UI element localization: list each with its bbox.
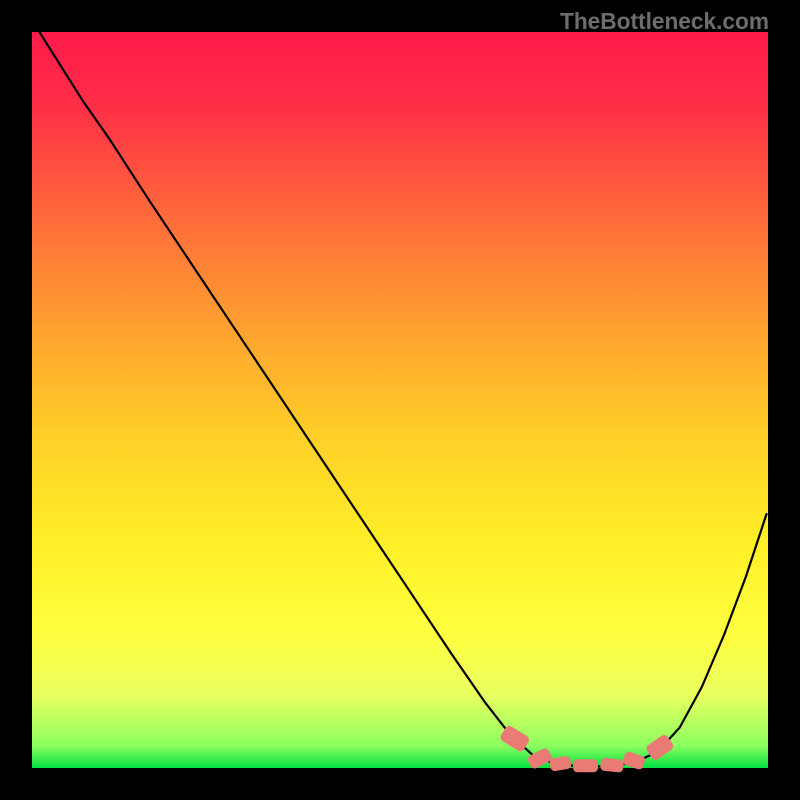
curve-marker [622, 751, 645, 770]
watermark-text: TheBottleneck.com [560, 8, 769, 35]
curve-marker [574, 760, 598, 772]
chart-stage: TheBottleneck.com [0, 0, 800, 800]
chart-svg [0, 0, 800, 800]
curve-marker [600, 758, 623, 772]
curve-marker [527, 747, 553, 769]
bottleneck-curve [39, 32, 766, 767]
curve-marker [550, 756, 572, 771]
